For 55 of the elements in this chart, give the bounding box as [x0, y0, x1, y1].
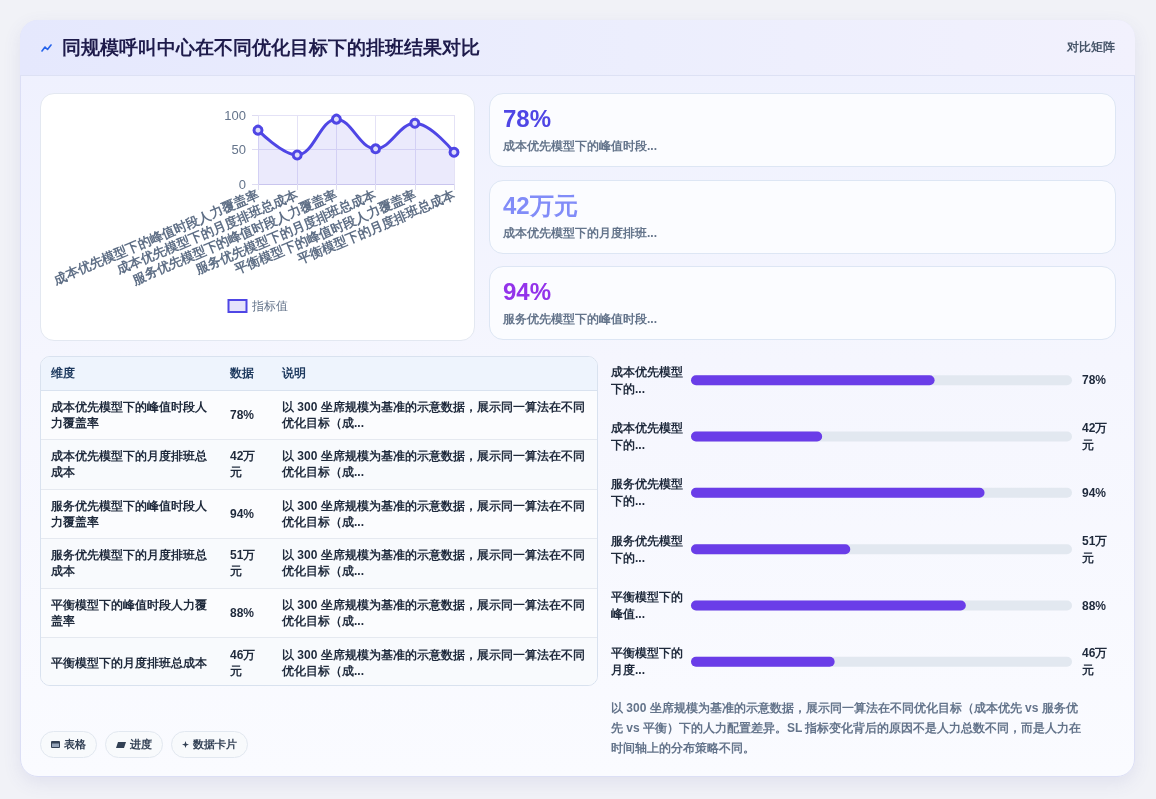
y-tick-label: 成本优先模型下的... [610, 421, 683, 452]
text: 以 300 坐席规模为基准的示意数据，展示同一算法在不同优化目标（成... [282, 399, 585, 430]
text: 成本优先模型下的峰值时段人力覆盖率 [51, 399, 207, 430]
legend-label: 指标值 [250, 299, 288, 313]
text: 42万元 [230, 449, 256, 480]
text: 以 300 坐席规模为基准的示意数据，展示同一算法在不同优化目标（成本优先 vs 服务优先 vs 平衡）下的人力配置差异。SL 指标变化背后的原因不是人力总数不同，而是人力在时间轴上的分布策略不同。 [611, 700, 1083, 757]
text: 以 300 坐席规模为基准的示意数据，展示同一算法在不同优化目标（成... [282, 548, 585, 579]
text: 46万元 [230, 647, 256, 678]
category-label: 成本优先模型下的峰值时段... [503, 138, 658, 154]
text: 数据卡片 [193, 737, 237, 752]
y-tick-label: 平衡模型下的峰值... [610, 590, 683, 621]
text: 以 300 坐席规模为基准的示意数据，展示同一算法在不同优化目标（成... [282, 647, 585, 678]
point [291, 149, 303, 161]
y-tick-label: 服务优先模型下的... [610, 533, 683, 565]
y-tick-label: 0 [238, 176, 246, 192]
text: 服务优先模型下的峰值时段人力覆盖率 [51, 498, 207, 529]
text: 78% [503, 105, 552, 132]
data-label: 78% [1082, 373, 1107, 388]
text: 平衡模型下的峰值时段人力覆盖率 [51, 597, 207, 628]
category-label: 服务优先模型下的峰值时段... [503, 311, 658, 327]
category-label: 成本优先模型下的月度排班... [503, 224, 658, 241]
y-tick-label: 平衡模型下的月度... [610, 646, 683, 678]
text: 以 300 坐席规模为基准的示意数据，展示同一算法在不同优化目标（成... [282, 449, 585, 480]
text: 以 300 坐席规模为基准的示意数据，展示同一算法在不同优化目标（成... [282, 597, 585, 628]
point [252, 124, 264, 136]
y-tick-label: 成本优先模型下的... [610, 364, 683, 396]
data-label: 42万元 [1081, 421, 1108, 452]
point [370, 143, 382, 155]
text: 94% [503, 278, 552, 305]
text: 以 300 坐席规模为基准的示意数据，展示同一算法在不同优化目标（成... [282, 498, 585, 529]
data-label: 94% [1082, 485, 1107, 500]
text: 对比矩阵 [1067, 39, 1115, 56]
data-label: 51万元 [1081, 533, 1108, 565]
text: 表格 [64, 737, 86, 752]
y-tick-label: 100 [224, 107, 246, 123]
text: 服务优先模型下的月度排班总成本 [51, 548, 207, 579]
point [448, 146, 460, 158]
data-label: 46万元 [1081, 646, 1108, 678]
text: 同规模呼叫中心在不同优化目标下的排班结果对比 [62, 35, 480, 60]
text: 78% [230, 407, 255, 422]
data-label: 88% [1082, 598, 1107, 613]
text: 88% [230, 605, 255, 620]
text: 51万元 [230, 548, 256, 579]
text: 进度 [130, 737, 152, 752]
point [409, 117, 421, 129]
text: 94% [230, 506, 255, 521]
text: 成本优先模型下的月度排班总成本 [51, 449, 207, 480]
category-label: 维度 [41, 357, 220, 390]
text: 42万元 [503, 191, 578, 219]
y-tick-label: 50 [231, 142, 246, 157]
text: 平衡模型下的月度排班总成本 [51, 655, 207, 670]
y-tick-label: 服务优先模型下的... [610, 477, 683, 509]
category-label: 数据 [220, 357, 272, 390]
category-label: 说明 [272, 357, 599, 390]
point [330, 113, 342, 125]
